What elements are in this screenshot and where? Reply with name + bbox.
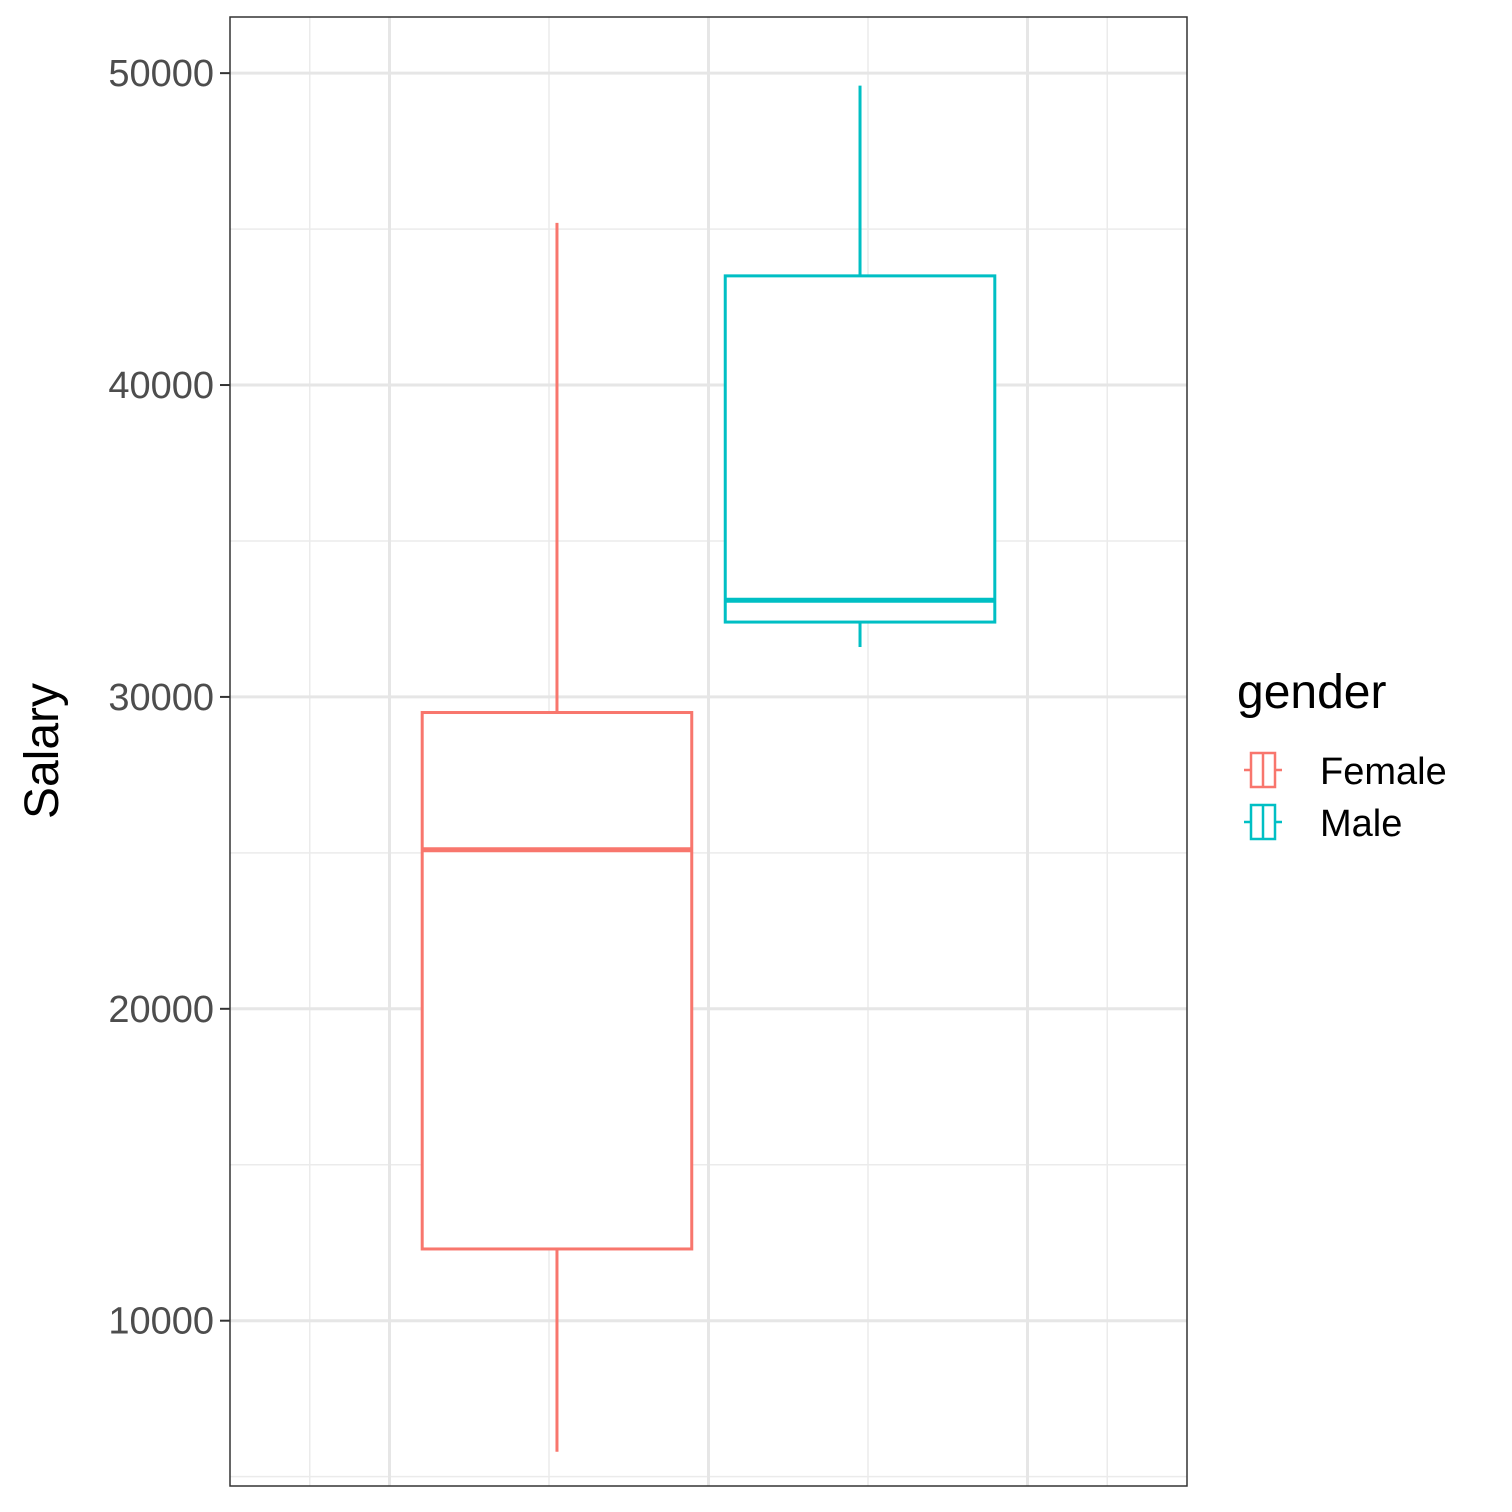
y-axis-title: Salary (16, 683, 69, 819)
legend-item-male: Male (1244, 803, 1402, 845)
grid-major (230, 17, 1187, 1486)
y-tick-label: 30000 (108, 677, 214, 719)
legend-key-female-icon (1244, 751, 1282, 789)
box-iqr (723, 274, 997, 624)
legend-label: Female (1320, 751, 1447, 793)
boxes (420, 85, 997, 1452)
box-iqr (420, 711, 694, 1251)
legend: gender Female Male (1237, 666, 1447, 845)
legend-key-male-icon (1244, 803, 1282, 841)
legend-label: Male (1320, 803, 1402, 845)
plot-panel-border (229, 16, 1188, 1487)
y-tick-label: 10000 (108, 1301, 214, 1343)
y-axis: 10000 20000 30000 40000 50000 (108, 53, 230, 1343)
box-female (420, 222, 694, 1452)
legend-title: gender (1237, 666, 1386, 719)
y-tick-label: 20000 (108, 989, 214, 1031)
box-male (723, 85, 997, 648)
y-tick-label: 40000 (108, 365, 214, 407)
legend-item-female: Female (1244, 751, 1447, 793)
legend-entries: Female Male (1244, 751, 1447, 845)
y-tick-label: 50000 (108, 53, 214, 95)
